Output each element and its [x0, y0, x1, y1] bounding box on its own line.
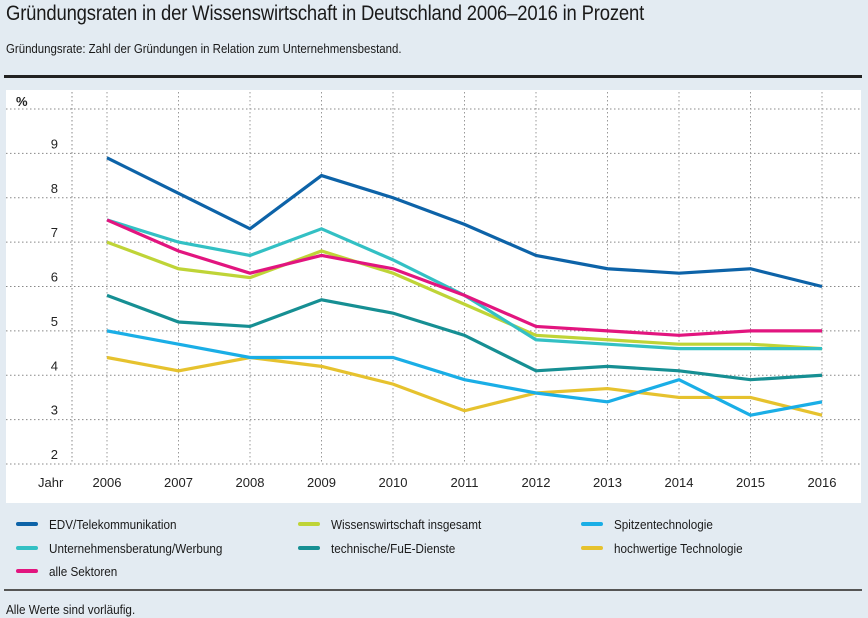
legend-item: Unternehmensberatung/Werbung [16, 539, 242, 557]
legend-swatch [16, 522, 38, 526]
legend-label: Spitzentechnologie [614, 516, 713, 532]
legend-swatch [16, 569, 38, 573]
line-chart: 2 3 4 5 6 7 8 9 2006 2007 2008 2009 2010 2011 2012 201… [6, 92, 862, 490]
chart-title: Gründungsraten in der Wissenswirtschaft … [6, 2, 645, 25]
x-tick-label: 2014 [665, 475, 694, 490]
x-axis-label: Jahr [38, 475, 64, 490]
legend-label: Unternehmensberatung/Werbung [49, 540, 223, 556]
legend-swatch [581, 522, 603, 526]
x-axis-ticks: 2006 2007 2008 2009 2010 2011 2012 2013 2014 2015… [93, 475, 837, 490]
series-line-edv-telekommunikation [106, 156, 823, 289]
x-tick-label: 2016 [808, 475, 837, 490]
y-tick-label: 4 [51, 358, 58, 373]
x-tick-label: 2006 [93, 475, 122, 490]
legend-label: EDV/Telekommunikation [49, 516, 177, 532]
legend-item: EDV/Telekommunikation [16, 515, 191, 533]
y-tick-label: 5 [51, 314, 58, 329]
series-line-hochwertige-technologie [106, 355, 823, 417]
legend-item: hochwertige Technologie [581, 539, 757, 557]
legend-swatch [16, 546, 38, 550]
legend-item: Spitzentechnologie [581, 515, 724, 533]
legend-swatch [298, 546, 320, 550]
series-lines [106, 156, 823, 417]
x-tick-label: 2009 [307, 475, 336, 490]
legend-item: Wissenswirtschaft insgesamt [298, 515, 498, 533]
legend-item: technische/FuE-Dienste [298, 539, 469, 557]
x-tick-label: 2010 [379, 475, 408, 490]
series-line-alle-sektoren [106, 218, 822, 337]
series-line-technische-fue-dienste [106, 293, 823, 382]
y-tick-label: 6 [51, 270, 58, 285]
top-divider [4, 75, 862, 78]
legend-label: alle Sektoren [49, 563, 118, 579]
x-tick-label: 2007 [164, 475, 193, 490]
series-line-wissenswirtschaft-insgesamt [106, 240, 823, 351]
x-tick-label: 2015 [736, 475, 765, 490]
legend: EDV/Telekommunikation Wissenswirtschaft … [10, 513, 860, 583]
series-line-spitzentechnologie [106, 329, 823, 417]
y-axis-label: % [16, 94, 28, 109]
legend-swatch [581, 546, 603, 550]
legend-label: hochwertige Technologie [614, 540, 743, 556]
x-tick-label: 2008 [236, 475, 265, 490]
legend-swatch [298, 522, 320, 526]
chart-subtitle: Gründungsrate: Zahl der Gründungen in Re… [6, 41, 402, 56]
x-tick-label: 2012 [522, 475, 551, 490]
legend-label: Wissenswirtschaft insgesamt [331, 516, 482, 532]
x-tick-label: 2011 [451, 475, 479, 490]
bottom-divider [4, 589, 862, 591]
legend-label: technische/FuE-Dienste [331, 540, 456, 556]
x-tick-label: 2013 [593, 475, 622, 490]
footnote: Alle Werte sind vorläufig. [6, 602, 136, 617]
y-tick-label: 7 [51, 225, 58, 240]
y-tick-label: 2 [51, 447, 58, 462]
y-tick-label: 3 [51, 403, 58, 418]
legend-item: alle Sektoren [16, 562, 125, 580]
y-axis-ticks: 2 3 4 5 6 7 8 9 [51, 136, 58, 462]
y-tick-label: 8 [51, 181, 58, 196]
chart-panel [6, 90, 861, 503]
y-tick-label: 9 [51, 136, 58, 151]
